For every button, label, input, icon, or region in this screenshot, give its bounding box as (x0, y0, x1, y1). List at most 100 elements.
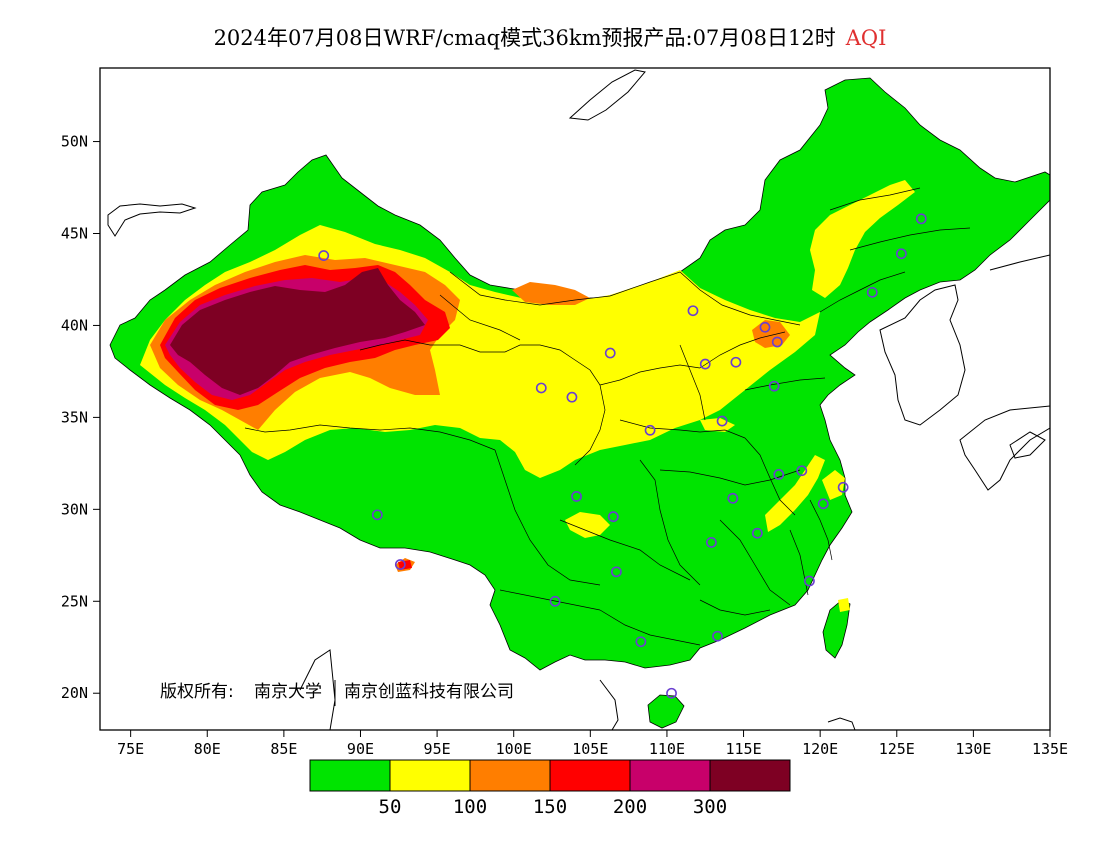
lon-tick-label: 125E (879, 740, 915, 758)
aqi-legend: 50 100 150 200 300 (309, 759, 791, 818)
border-heilongjiang (829, 187, 921, 211)
russia-coast-outline (568, 69, 646, 121)
city-marker (610, 566, 622, 578)
moderate-region-east-1 (765, 455, 825, 532)
city-marker (604, 347, 616, 359)
city-stations (318, 213, 927, 699)
moderate-region-east-2 (565, 512, 610, 538)
border-guangdong (699, 599, 771, 616)
city-marker (895, 248, 907, 260)
lon-tick-label: 75E (117, 740, 144, 758)
city-marker (712, 630, 723, 642)
legend-label: 50 (379, 796, 402, 818)
border-hunan (639, 459, 701, 586)
city-marker (705, 537, 717, 548)
japan-kyushu-outline (1009, 431, 1046, 459)
map-frame (99, 67, 1051, 731)
city-marker (666, 687, 677, 699)
legend-label: 150 (533, 796, 567, 818)
legend-swatch (309, 759, 391, 792)
moderate-region-east-4 (838, 598, 850, 612)
border-guizhou (559, 519, 691, 581)
border-shandong (744, 377, 826, 391)
philippines-outline (827, 717, 856, 730)
city-marker (566, 391, 578, 403)
lat-tick-label: 30N (61, 500, 88, 518)
vietnam-outline (599, 679, 619, 730)
japan-outline (959, 405, 1050, 491)
product-label: AQI (845, 26, 887, 50)
city-marker (796, 465, 808, 477)
lat-tick-label: 45N (61, 225, 88, 243)
lat-tick-label: 40N (61, 316, 88, 334)
border-guangxi (599, 609, 701, 646)
border-jilin (849, 227, 971, 251)
border-jiangxi (719, 519, 791, 606)
city-marker (635, 636, 647, 648)
city-marker (759, 321, 771, 333)
lon-tick-label: 85E (270, 740, 297, 758)
usg-region-beijing (752, 320, 790, 348)
usg-region-north (512, 282, 590, 305)
copyright-prefix: 版权所有: (160, 682, 234, 702)
city-marker (644, 424, 656, 436)
myanmar-outline (299, 649, 336, 730)
city-marker (768, 380, 780, 392)
city-marker (699, 358, 711, 370)
copyright-org-1: 南京大学 (254, 682, 322, 702)
city-marker (687, 305, 699, 317)
map-title: 2024年07月08日WRF/cmaq模式36km预报产品:07月08日12时 A… (0, 22, 1100, 52)
city-marker (771, 336, 783, 348)
lon-tick-label: 110E (649, 740, 685, 758)
moderate-region-east-5 (822, 470, 845, 500)
border-gansu (504, 344, 606, 466)
border-fujian (789, 529, 809, 596)
legend-swatch (389, 759, 471, 792)
lon-tick-label: 100E (496, 740, 532, 758)
lat-tick-label: 50N (61, 133, 88, 151)
province-borders (244, 187, 971, 646)
legend-swatch (469, 759, 551, 792)
city-marker (535, 382, 547, 394)
city-marker (730, 356, 742, 368)
city-marker (804, 575, 815, 587)
lake-balkhash-outline (107, 203, 197, 237)
city-marker (371, 509, 383, 521)
border-shanxi (679, 344, 706, 421)
city-marker (571, 491, 582, 502)
legend-label: 100 (453, 796, 487, 818)
border-inner-mongolia (449, 271, 801, 326)
legend-label: 200 (613, 796, 647, 818)
lon-tick-label: 80E (194, 740, 221, 758)
city-marker (318, 250, 330, 261)
lon-tick-label: 130E (955, 740, 991, 758)
lat-tick-label: 25N (61, 592, 88, 610)
city-marker (773, 468, 785, 480)
border-hubei (659, 469, 801, 486)
city-marker (394, 559, 406, 570)
border-henan (619, 419, 746, 439)
border-sichuan (494, 449, 601, 586)
longitude-axis: 75E 80E 85E 90E 95E 100E 105E 110E 115E 120E 125E 1… (117, 730, 1068, 758)
city-marker (837, 481, 849, 493)
border-xinjiang-tibet (244, 424, 496, 451)
title-text: 2024年07月08日WRF/cmaq模式36km预报产品:07月08日12时 (213, 26, 836, 50)
lon-tick-label: 115E (725, 740, 761, 758)
city-marker (915, 213, 927, 225)
copyright-org-2: 南京创蓝科技有限公司 (344, 682, 514, 702)
lon-tick-label: 95E (424, 740, 451, 758)
legend-label: 300 (693, 796, 727, 818)
neighbour-outlines (107, 69, 1050, 730)
aqi-band-good-hainan (647, 694, 685, 729)
lon-tick-label: 105E (572, 740, 608, 758)
border-shaanxi (599, 364, 701, 386)
city-marker (817, 498, 829, 510)
border-hebei (699, 331, 786, 369)
lat-tick-label: 20N (61, 684, 88, 702)
border-anhui (744, 437, 796, 516)
russia-far-east-outline (989, 254, 1050, 271)
moderate-region-northeast (810, 180, 915, 298)
city-marker (751, 527, 763, 539)
lon-tick-label: 120E (802, 740, 838, 758)
